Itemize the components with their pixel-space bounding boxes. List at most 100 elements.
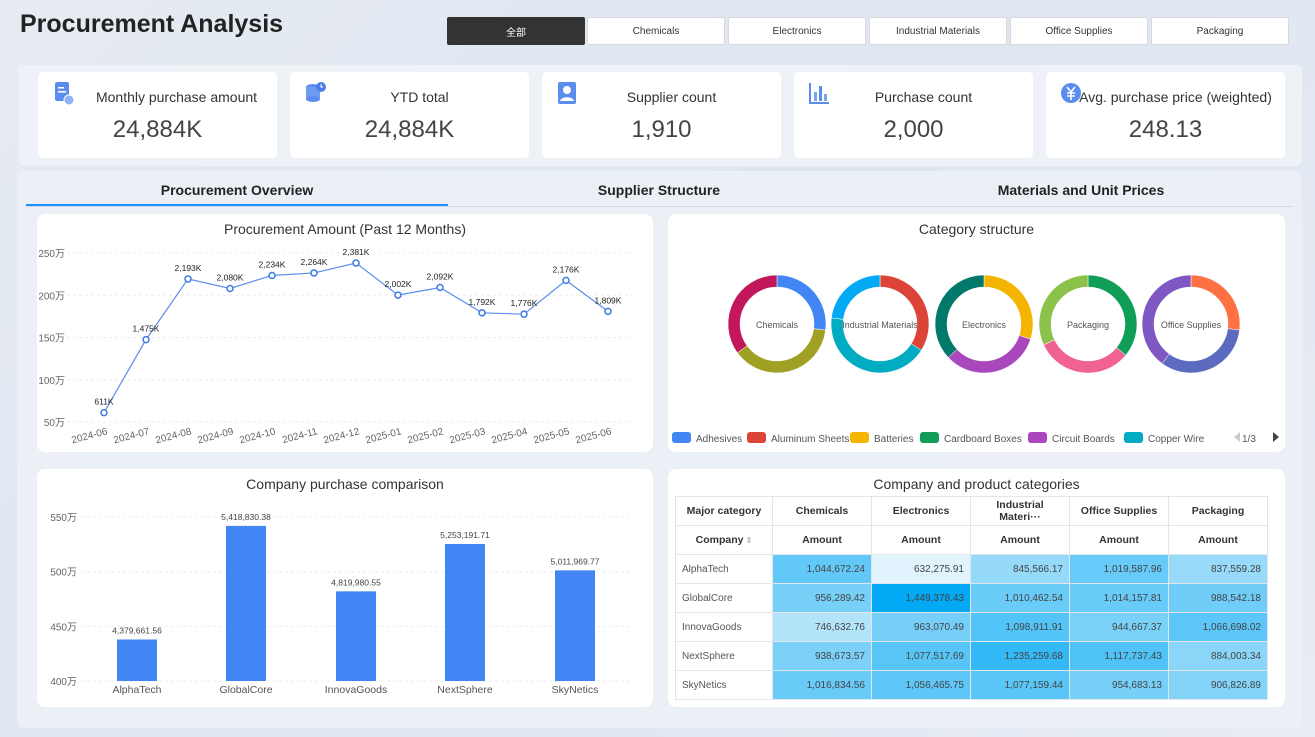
filter-button[interactable]: Industrial Materials: [869, 17, 1007, 45]
donut-segment[interactable]: [1087, 274, 1138, 356]
amount-cell: 988,542.18: [1168, 583, 1268, 613]
legend-swatch[interactable]: [1028, 432, 1047, 443]
donut-segment[interactable]: [1161, 328, 1240, 374]
donut-chart-card: Category structure Chemicals Industrial M…: [668, 214, 1285, 452]
legend-swatch[interactable]: [920, 432, 939, 443]
tab-supplier-structure[interactable]: Supplier Structure: [597, 182, 721, 198]
legend-prev-icon[interactable]: [1234, 432, 1240, 442]
bar-value-label: 4,379,661.56: [112, 625, 162, 635]
donut-segment[interactable]: [727, 274, 778, 354]
header-label: Amount: [901, 534, 941, 546]
amount-cell: 1,077,159.44: [970, 670, 1070, 700]
company-cell: NextSphere: [675, 641, 773, 671]
bar[interactable]: [445, 543, 485, 681]
x-tick-label: 2025-02: [406, 426, 445, 446]
column-header: Office Supplies: [1069, 496, 1169, 526]
donut-segment[interactable]: [934, 274, 985, 358]
data-point[interactable]: [352, 259, 360, 267]
data-label: 1,475K: [133, 324, 160, 334]
filter-button[interactable]: Packaging: [1151, 17, 1289, 45]
amount-header: Amount: [772, 525, 872, 555]
data-point[interactable]: [226, 284, 234, 293]
bar[interactable]: [117, 639, 157, 681]
data-point[interactable]: [184, 275, 192, 283]
legend-swatch[interactable]: [672, 432, 691, 443]
header-label: Amount: [1000, 534, 1040, 546]
header-label: Company: [695, 534, 744, 546]
line-chart-title: Procurement Amount (Past 12 Months): [224, 221, 466, 237]
data-point[interactable]: [520, 310, 528, 318]
legend-item[interactable]: Copper Wire: [1148, 434, 1205, 445]
amount-cell: 963,070.49: [871, 612, 971, 642]
amount-cell: 1,019,587.96: [1069, 554, 1169, 584]
column-header: Major category: [675, 496, 773, 526]
sort-icon[interactable]: ⇕: [743, 536, 753, 545]
data-point[interactable]: [436, 283, 444, 292]
kpi-value: 2,000: [883, 116, 944, 143]
column-header: Electronics: [871, 496, 971, 526]
data-point[interactable]: [100, 408, 108, 417]
x-tick-label: 2024-12: [322, 426, 361, 446]
x-tick-label: GlobalCore: [219, 684, 272, 696]
filter-button[interactable]: Chemicals: [587, 17, 725, 45]
donut-segment[interactable]: [879, 274, 930, 351]
filter-button[interactable]: Electronics: [728, 17, 866, 45]
kpi-label: Monthly purchase amount: [95, 89, 258, 105]
table-row: NextSphere 938,673.57 1,077,517.69 1,235,25…: [675, 641, 1268, 671]
bar[interactable]: [226, 525, 266, 681]
donut-segment[interactable]: [1038, 274, 1089, 346]
y-tick-label: 200万: [38, 291, 65, 302]
bar[interactable]: [336, 591, 376, 681]
data-label: 611K: [94, 397, 114, 407]
company-sort-header[interactable]: Company ⇕: [675, 525, 773, 555]
legend-item[interactable]: Aluminum Sheets: [771, 434, 849, 445]
x-tick-label: AlphaTech: [112, 684, 161, 696]
data-point[interactable]: [562, 276, 570, 285]
x-tick-label: 2024-07: [112, 426, 151, 446]
legend-swatch[interactable]: [747, 432, 766, 443]
x-tick-label: 2024-08: [154, 426, 193, 446]
y-tick-label: 50万: [44, 418, 65, 429]
x-tick-label: 2024-10: [238, 426, 277, 446]
x-tick-label: 2024-11: [281, 426, 319, 446]
legend-item[interactable]: Circuit Boards: [1052, 434, 1115, 445]
y-tick-label: 100万: [38, 376, 65, 387]
kpi-card: YTD total 24,884K: [290, 72, 529, 158]
data-point[interactable]: [394, 291, 402, 299]
amount-cell: 1,449,378.43: [871, 583, 971, 613]
legend-swatch[interactable]: [850, 432, 869, 443]
data-point[interactable]: [142, 335, 150, 344]
legend-item[interactable]: Adhesives: [696, 434, 742, 445]
data-point[interactable]: [604, 307, 612, 316]
amount-header: Amount: [871, 525, 971, 555]
y-tick-label: 400万: [50, 677, 77, 688]
tab-procurement-overview[interactable]: Procurement Overview: [26, 179, 448, 207]
tab-materials-unit-prices[interactable]: Materials and Unit Prices: [997, 182, 1165, 198]
data-point[interactable]: [268, 271, 276, 280]
data-label: 2,176K: [553, 264, 580, 274]
table-row: AlphaTech 1,044,672.24 632,275.91 845,566.1…: [675, 554, 1268, 584]
kpi-label: YTD total: [390, 89, 449, 105]
donut-segment[interactable]: [1141, 274, 1192, 364]
bar[interactable]: [555, 570, 595, 681]
tab-divider: [26, 206, 1294, 207]
column-header: Packaging: [1168, 496, 1268, 526]
legend-swatch[interactable]: [1124, 432, 1143, 443]
legend-item[interactable]: Batteries: [874, 434, 913, 445]
amount-cell: 1,010,462.54: [970, 583, 1070, 613]
legend-item[interactable]: Cardboard Boxes: [944, 434, 1022, 445]
data-point[interactable]: [478, 309, 486, 317]
column-header: Industrial Materi···: [970, 496, 1070, 526]
data-point[interactable]: [310, 269, 318, 277]
coins-clock-icon: [304, 81, 326, 105]
donut-segment[interactable]: [947, 335, 1031, 374]
donut-segment[interactable]: [831, 274, 881, 320]
filter-button[interactable]: Office Supplies: [1010, 17, 1148, 45]
donut-segment[interactable]: [737, 328, 826, 374]
amount-cell: 938,673.57: [772, 641, 872, 671]
donut-charts: Chemicals Industrial Materials Electronics…: [672, 274, 1285, 448]
legend-next-icon[interactable]: [1273, 432, 1279, 442]
data-label: 2,193K: [175, 263, 202, 273]
filter-button[interactable]: 全部: [447, 17, 585, 45]
donut-segment[interactable]: [1043, 339, 1127, 374]
